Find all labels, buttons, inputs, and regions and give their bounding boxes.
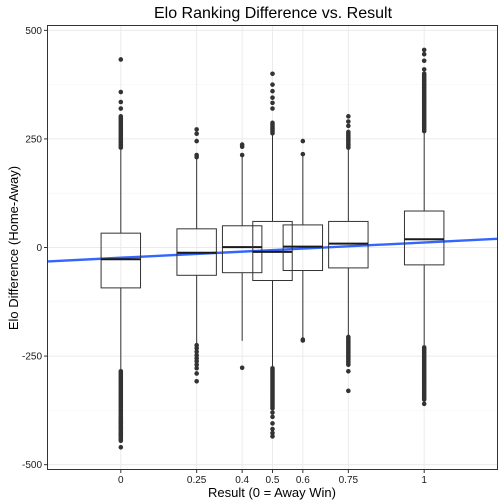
- outlier-point: [421, 47, 427, 53]
- box-rect: [282, 224, 324, 272]
- outlier-point: [118, 418, 124, 424]
- x-tick-label: 1: [421, 475, 427, 486]
- outlier-point: [239, 152, 245, 158]
- outlier-point: [194, 138, 199, 144]
- outlier-point: [194, 378, 199, 384]
- x-axis-ticks: 0 0.25 0.4 0.5 0.6 0.75 1: [118, 469, 427, 486]
- outlier-point: [194, 358, 199, 364]
- outlier-point: [194, 127, 199, 132]
- box-rect: [100, 232, 142, 289]
- outlier-point: [346, 114, 351, 119]
- outlier-point: [421, 51, 427, 57]
- y-tick-label: 250: [25, 134, 42, 145]
- trend-line: [47, 237, 498, 263]
- outlier-point: [270, 82, 275, 87]
- outlier-point: [118, 99, 124, 105]
- y-tick-label: -500: [22, 460, 42, 471]
- y-tick-label: 0: [36, 243, 42, 254]
- outlier-point: [118, 431, 124, 437]
- box-0.5: [252, 71, 293, 439]
- outlier-point: [118, 444, 124, 450]
- outlier-point: [270, 100, 275, 106]
- outlier-point: [194, 349, 199, 355]
- outlier-point: [421, 58, 427, 64]
- outlier-point: [421, 345, 427, 350]
- outlier-point: [194, 131, 199, 137]
- outlier-point: [300, 338, 306, 343]
- outlier-point: [270, 120, 275, 126]
- outlier-point: [346, 388, 351, 394]
- x-tick-label: 0: [118, 475, 124, 486]
- outlier-point: [270, 421, 275, 426]
- outlier-point: [300, 138, 306, 144]
- box-rect: [221, 225, 263, 274]
- outlier-point: [194, 345, 199, 351]
- outlier-point: [270, 95, 275, 100]
- outlier-point: [346, 119, 351, 124]
- trend-layer: [47, 237, 498, 263]
- outlier-point: [346, 334, 351, 340]
- outlier-point: [270, 71, 275, 77]
- outlier-point: [239, 142, 245, 147]
- y-tick-label: -250: [22, 352, 42, 363]
- box-rect: [403, 210, 445, 266]
- outlier-point: [270, 88, 275, 94]
- x-axis-label: Result (0 = Away Win): [208, 485, 336, 500]
- outlier-point: [118, 114, 124, 119]
- x-tick-label: 0.75: [339, 475, 359, 486]
- outlier-point: [346, 368, 351, 374]
- outlier-point: [270, 430, 275, 436]
- box-0.75: [328, 114, 369, 394]
- box-layer: [100, 47, 445, 450]
- outlier-point: [118, 89, 124, 95]
- x-tick-label: 0.25: [187, 475, 207, 486]
- outlier-point: [270, 434, 275, 439]
- outlier-point: [118, 425, 124, 431]
- y-axis-label: Elo Difference (Home-Away): [6, 166, 21, 330]
- box-0.4: [221, 142, 263, 371]
- outlier-point: [118, 368, 124, 374]
- outlier-point: [346, 129, 351, 135]
- outlier-point: [194, 365, 199, 371]
- outlier-point: [270, 426, 275, 432]
- outlier-point: [346, 123, 351, 129]
- outlier-point: [118, 57, 124, 62]
- outlier-point: [194, 371, 199, 376]
- box-0.25: [176, 127, 217, 384]
- outlier-point: [270, 414, 275, 420]
- box-0: [100, 57, 142, 450]
- outlier-point: [270, 106, 275, 111]
- box-rect: [328, 220, 369, 269]
- outlier-point: [421, 401, 427, 407]
- outlier-point: [270, 365, 275, 371]
- chart-title: Elo Ranking Difference vs. Result: [154, 5, 393, 22]
- x-tick-label: 0.5: [266, 475, 280, 486]
- outlier-point: [421, 71, 427, 77]
- outlier-point: [239, 365, 245, 371]
- box-1: [403, 47, 445, 407]
- outlier-point: [300, 151, 306, 157]
- outlier-point: [118, 106, 124, 111]
- outlier-point: [194, 362, 199, 368]
- outlier-point: [270, 410, 275, 415]
- y-tick-label: 500: [25, 26, 42, 37]
- y-axis-ticks: -500 -250 0 250 500: [22, 26, 48, 471]
- x-tick-label: 0.4: [235, 475, 249, 486]
- box-0.6: [282, 138, 324, 343]
- outlier-point: [194, 152, 199, 158]
- x-tick-label: 0.6: [296, 475, 310, 486]
- outlier-point: [421, 67, 427, 72]
